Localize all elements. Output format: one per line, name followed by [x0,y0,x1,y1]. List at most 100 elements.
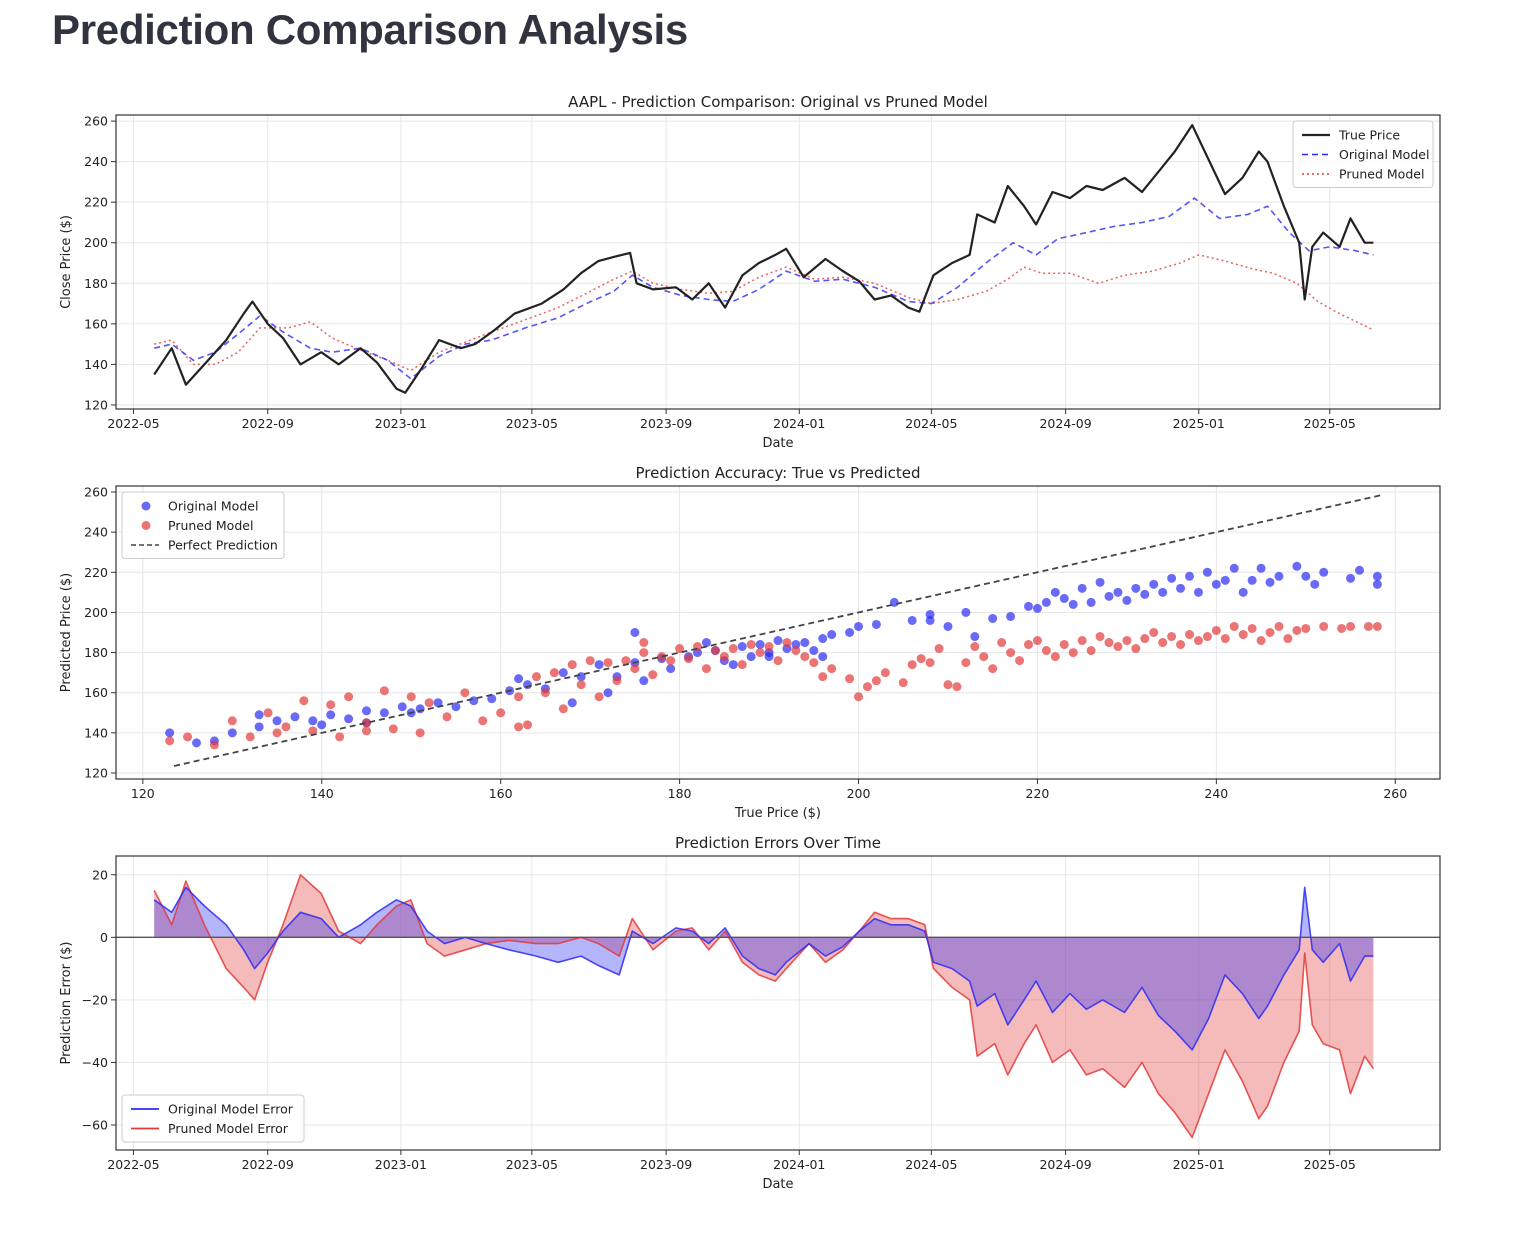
timeseries-series-true-price [153,124,1374,394]
errors-y-tick-label: 20 [92,867,108,882]
scatter-point-original [594,660,604,670]
timeseries-x-tick-label: 2023-05 [506,416,558,431]
scatter-point-pruned [854,692,864,702]
scatter-point-original [254,722,264,732]
scatter-perfect-prediction-line [173,494,1383,767]
scatter-point-pruned [1301,623,1311,633]
scatter-legend-marker [141,501,151,511]
scatter-point-original [1032,603,1042,613]
scatter-point-original [1104,591,1114,601]
scatter-point-original [701,638,711,648]
scatter-point-original [1229,563,1239,573]
scatter-point-pruned [460,688,470,698]
scatter-point-pruned [1346,621,1356,631]
scatter-y-axis-label: Predicted Price ($) [59,573,74,692]
scatter-point-pruned [666,656,676,666]
scatter-point-original [1068,599,1078,609]
scatter-point-original [1202,567,1212,577]
scatter-point-original [1247,575,1257,585]
timeseries-y-tick-label: 240 [84,154,108,169]
scatter-point-pruned [531,672,541,682]
timeseries-series-original-model [154,197,1374,380]
scatter-y-tick-label: 120 [84,765,108,780]
scatter-point-original [1310,579,1320,589]
errors-x-tick-label: 2024-09 [1039,1157,1091,1172]
scatter-point-original [326,710,336,720]
timeseries-x-tick-label: 2022-09 [242,416,294,431]
scatter-y-tick-label: 240 [84,525,108,540]
scatter-point-original [397,702,407,712]
scatter-point-pruned [675,644,685,654]
scatter-point-pruned [549,668,559,678]
scatter-point-pruned [281,722,291,732]
scatter-point-pruned [916,654,926,664]
scatter-point-original [308,716,318,726]
scatter-point-pruned [344,692,354,702]
scatter-legend-label: Perfect Prediction [168,538,278,553]
scatter-point-pruned [764,642,774,652]
timeseries-legend: True Price Original Model Pruned Model [1292,120,1434,188]
scatter-point-original [1041,597,1051,607]
scatter-point-pruned [361,726,371,736]
errors-y-tick-label: 0 [100,930,108,945]
scatter-point-original [344,714,354,724]
timeseries-y-tick-label: 140 [84,357,108,372]
scatter-point-pruned [1113,642,1123,652]
scatter-y-tick-label: 160 [84,685,108,700]
scatter-point-original [1050,587,1060,597]
scatter-y-tick-label: 140 [84,725,108,740]
scatter-point-original [361,706,371,716]
errors-area-pruned [154,874,1374,1138]
scatter-point-pruned [630,664,640,674]
scatter-point-pruned [245,732,255,742]
scatter-point-original [415,704,425,714]
errors-y-axis-label: Prediction Error ($) [59,942,74,1065]
scatter-point-original [925,609,935,619]
scatter-point-original [1113,587,1123,597]
scatter-point-pruned [639,638,649,648]
timeseries-x-tick-label: 2023-09 [640,416,692,431]
scatter-point-original [818,634,828,644]
scatter-point-pruned [478,716,488,726]
scatter-point-original [1238,587,1248,597]
scatter-point-pruned [1229,621,1239,631]
scatter-point-original [1167,573,1177,583]
timeseries-x-tick-label: 2023-01 [375,416,427,431]
scatter-point-pruned [907,660,917,670]
scatter-y-tick-label: 200 [84,605,108,620]
scatter-point-pruned [639,648,649,658]
scatter-point-pruned [1149,628,1159,637]
scatter-point-original [773,636,783,646]
timeseries-plot-frame [115,114,1441,410]
scatter-point-pruned [746,640,756,650]
scatter-point-original [487,694,497,704]
errors-legend: Original Model Error Pruned Model Error [121,1094,305,1143]
errors-legend-label: Pruned Model Error [168,1121,289,1136]
timeseries-x-tick-label: 2024-01 [773,416,825,431]
errors-x-tick-label: 2022-05 [107,1157,159,1172]
scatter-point-pruned [684,654,694,664]
timeseries-legend-box [1292,120,1434,188]
scatter-point-pruned [1050,652,1060,662]
timeseries-y-tick-label: 160 [84,316,108,331]
scatter-point-original [558,668,568,678]
errors-x-tick-label: 2024-05 [905,1157,957,1172]
scatter-point-original [451,702,461,712]
scatter-point-pruned [540,688,550,698]
timeseries-x-tick-label: 2025-01 [1173,416,1225,431]
timeseries-y-tick-label: 220 [84,195,108,210]
scatter-point-original [1140,589,1150,599]
scatter-point-original [1346,573,1356,583]
errors-legend-label: Original Model Error [168,1102,294,1117]
scatter-point-original [666,664,676,674]
scatter-point-original [630,628,640,637]
scatter-point-pruned [1041,646,1051,656]
scatter-point-original [809,646,819,656]
timeseries-y-tick-label: 120 [84,397,108,412]
timeseries-y-axis-label: Close Price ($) [59,215,74,309]
scatter-point-pruned [952,682,962,692]
scatter-x-tick-label: 180 [668,786,692,801]
scatter-point-original [639,676,649,686]
scatter-point-pruned [621,656,631,666]
